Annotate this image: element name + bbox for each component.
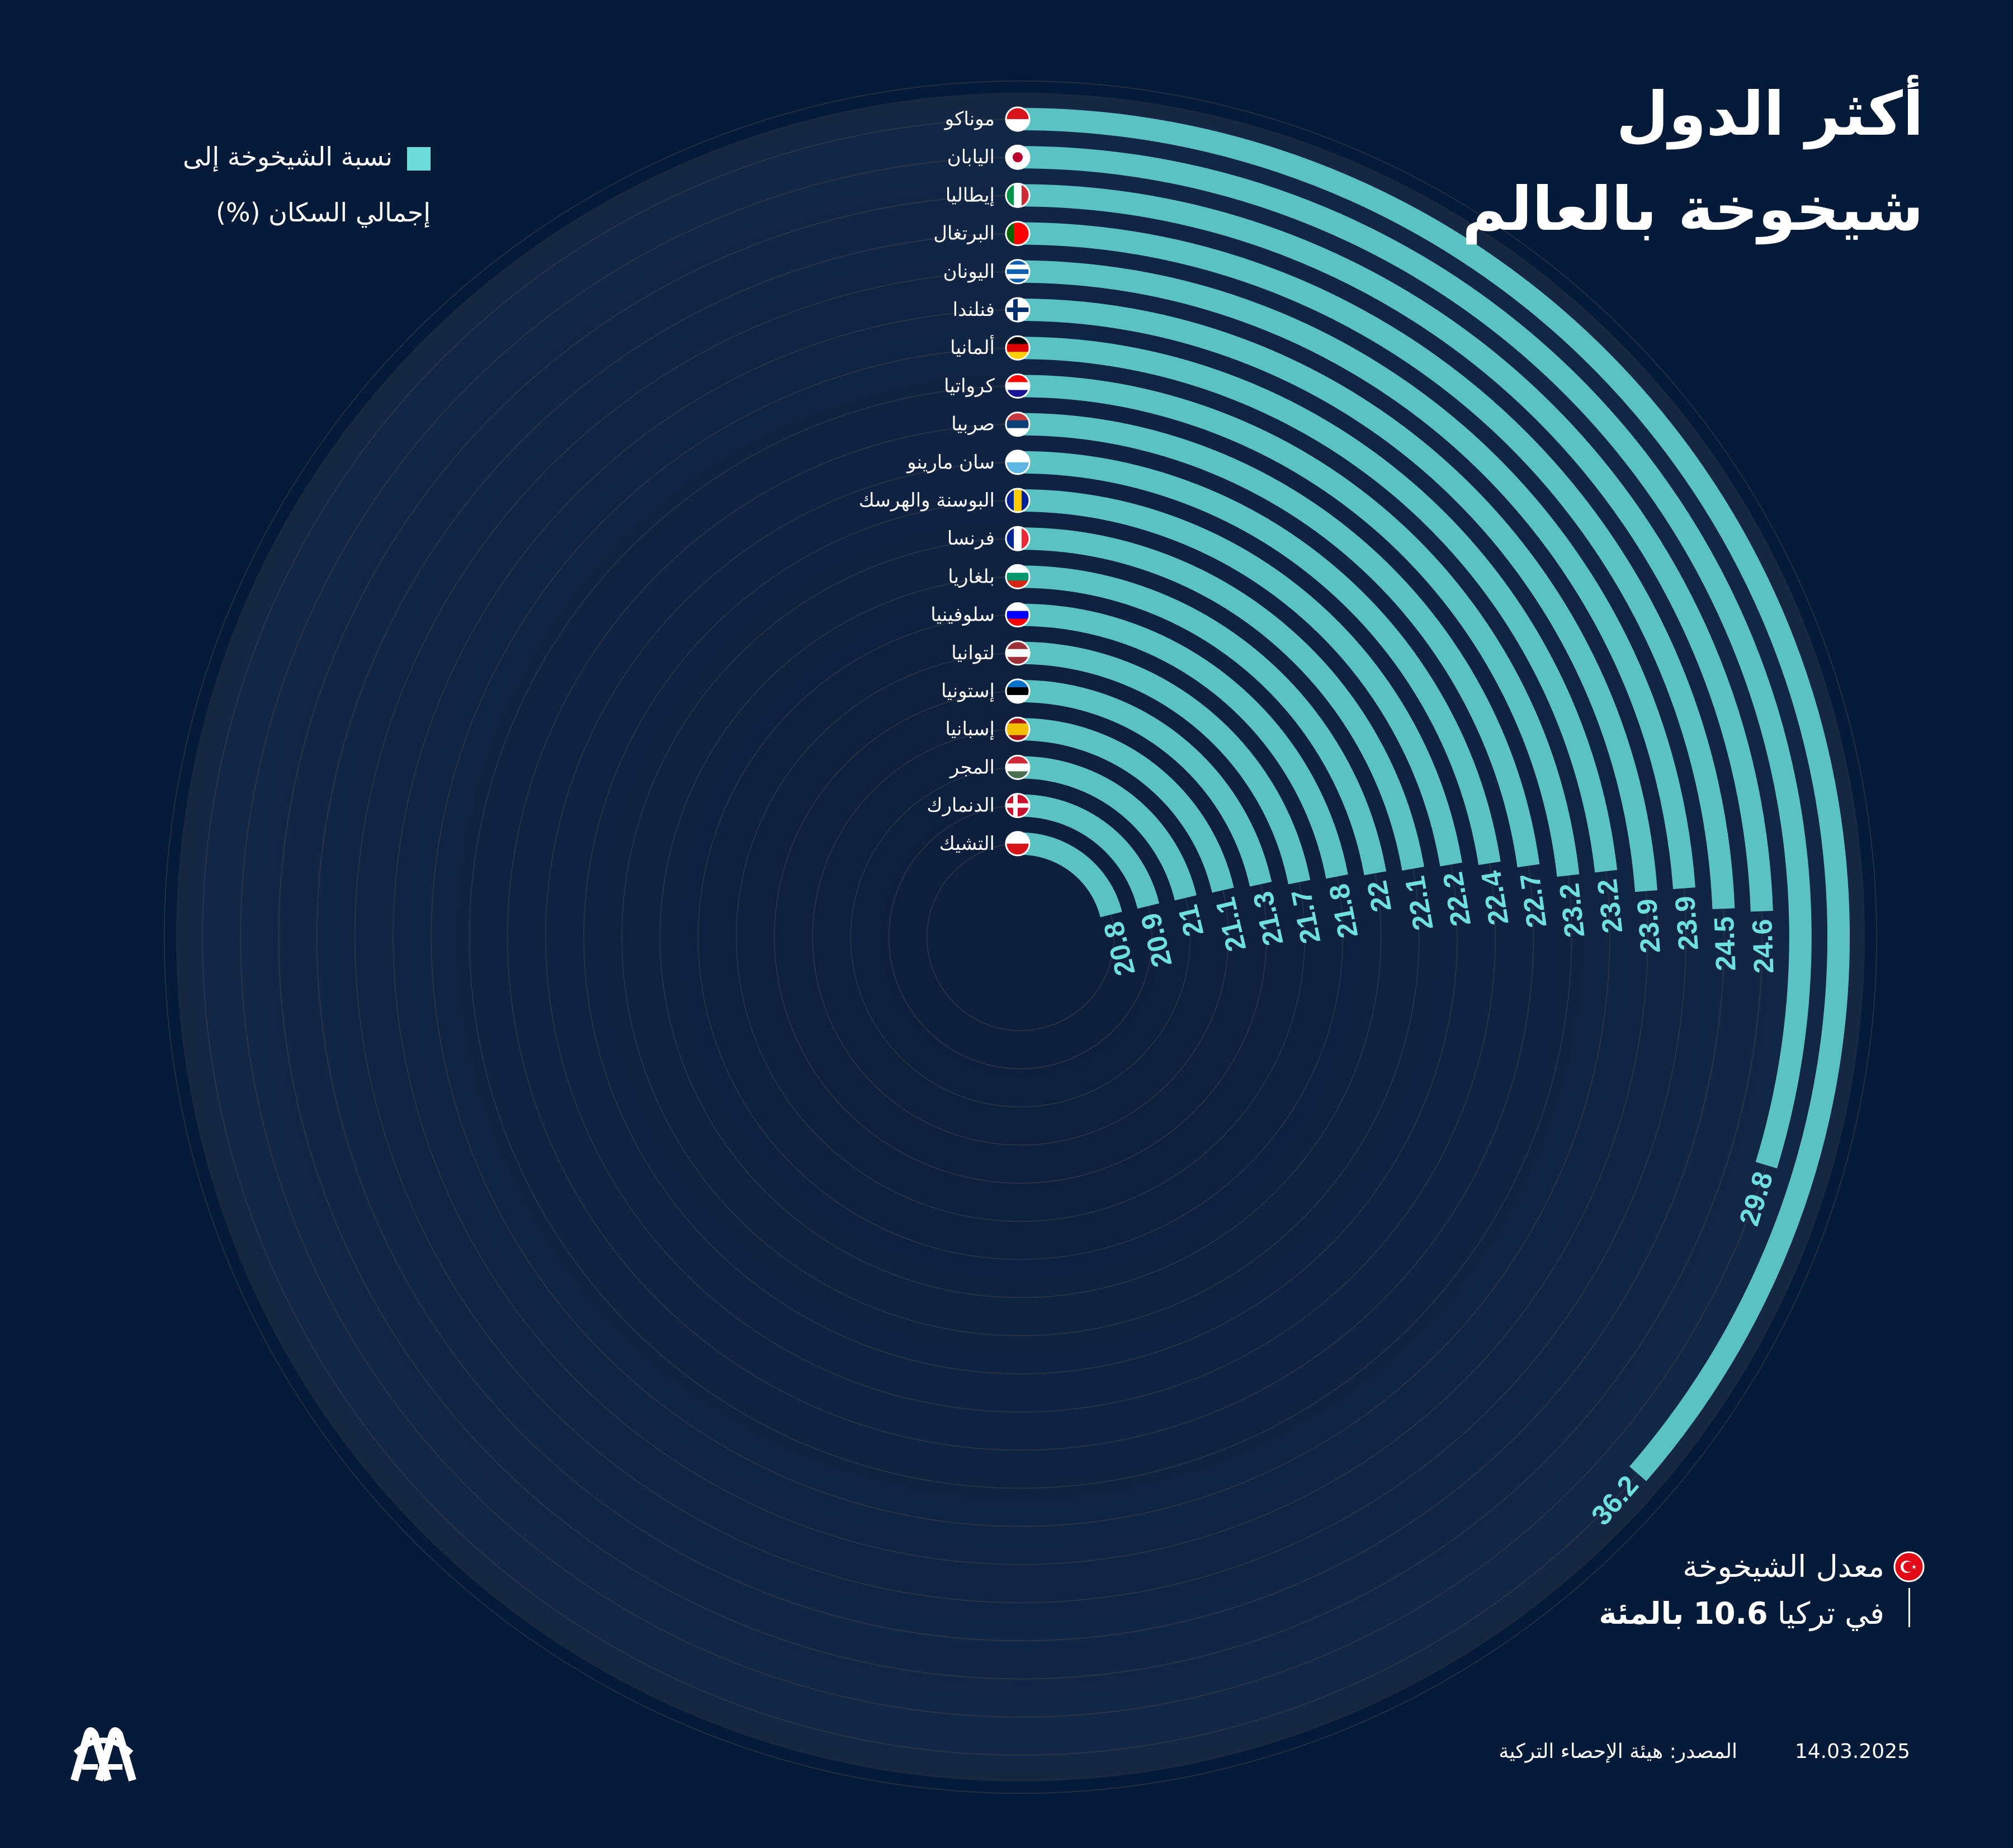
turkey-note-suffix: بالمئة [1599,1596,1684,1631]
flag-icon [1005,564,1031,589]
country-name: إيطاليا [946,184,995,206]
flag-icon [1005,793,1031,819]
flag-icon [1005,602,1031,628]
aa-logo [70,1727,136,1781]
bar-7 [1020,375,1580,877]
bar-19 [1020,832,1122,918]
flag-icon [1005,297,1031,323]
bar-17 [1020,756,1197,901]
country-name: بلغاريا [948,565,995,588]
country-name: لتوانيا [951,642,995,664]
flag-icon [1005,259,1031,285]
bar-3 [1020,222,1735,909]
value-label: 24.5 [1708,916,1742,972]
turkey-note-line-2: في تركيا 10.6 بالمئة [1599,1590,1884,1637]
value-label: 23.2 [1553,882,1591,939]
flag-icon [1005,754,1031,780]
country-name: كرواتيا [944,375,995,397]
flag-icon [1005,106,1031,132]
title-line-2: شيخوخة بالعالم [1462,174,1924,244]
country-name: الدنمارك [927,795,995,817]
source-note: المصدر: هيئة الإحصاء التركية [1499,1740,1737,1763]
country-name: اليونان [943,261,995,283]
country-name: فرنسا [947,527,995,550]
turkey-note-value: 10.6 [1693,1596,1768,1631]
page-title: أكثر الدول شيخوخة بالعالم [1462,67,1924,257]
turkey-note-divider [1908,1588,1910,1627]
date: 14.03.2025 [1794,1740,1910,1763]
value-label: 22.7 [1514,871,1553,929]
bar-5 [1020,299,1657,892]
flag-icon [1005,335,1031,361]
turkey-note: معدل الشيخوخة في تركيا 10.6 بالمئة [1599,1543,1884,1637]
title-line-1: أكثر الدول [1616,79,1924,149]
country-name: صربيا [951,413,995,436]
country-name: المجر [949,756,995,778]
country-name: موناكو [944,108,995,130]
value-label: 23.9 [1631,898,1666,954]
flag-icon [1005,221,1031,247]
flag-icon [1005,831,1031,857]
country-name: ألمانيا [950,335,995,359]
flag-icon [1005,373,1031,399]
legend-label-line-2: إجمالي السكان (%) [215,197,431,228]
country-name: البوسنة والهرسك [859,489,995,512]
bar-1 [1020,146,1812,1169]
flag-icon [1005,450,1031,475]
flag-icon [1005,640,1031,666]
gridline-circle [163,80,1878,1794]
flag-icon [1005,182,1031,208]
turkey-note-line-1: معدل الشيخوخة [1683,1549,1884,1584]
flag-icon [1005,144,1031,170]
legend: نسبة الشيخوخة إلى إجمالي السكان (%) [183,129,431,240]
bar-16 [1020,718,1234,893]
flag-icon [1005,716,1031,742]
bar-15 [1020,680,1272,887]
country-name: إسبانيا [945,718,995,740]
bar-11 [1020,527,1424,871]
country-name: اليابان [947,146,995,168]
flag-icon [1005,526,1031,551]
bar-10 [1020,489,1462,867]
country-name: فنلندا [953,299,995,321]
bar-13 [1020,603,1348,879]
bar-4 [1020,260,1695,890]
bars [1020,108,1850,1481]
bar-2 [1020,184,1773,912]
country-name: البرتغال [933,223,995,245]
bar-14 [1020,641,1311,885]
turkey-note-prefix: في تركيا [1777,1596,1884,1631]
value-label: 23.2 [1591,877,1629,935]
bar-8 [1020,413,1540,868]
value-label: 22 [1361,878,1397,915]
legend-swatch [407,146,431,171]
flag-icon [1005,678,1031,704]
country-name: سلوفينيا [930,604,995,626]
turkey-flag-icon [1893,1551,1925,1582]
country-name: سان مارينو [906,451,995,474]
bar-12 [1020,565,1387,876]
country-name: التشيك [939,833,995,855]
bar-9 [1020,451,1501,866]
value-label: 24.6 [1746,919,1779,974]
flags [1005,106,1031,857]
value-label: 21 [1172,902,1209,939]
country-name: إستونيا [941,680,995,702]
bar-0 [1020,108,1850,1481]
flag-icon [1005,488,1031,513]
legend-label-line-1: نسبة الشيخوخة إلى [182,141,393,172]
bar-18 [1020,794,1160,909]
flag-icon [1005,412,1031,437]
value-label: 23.9 [1669,895,1704,952]
country-names: موناكو اليابان إيطاليا البرتغال اليونان فنلند… [859,108,995,855]
bar-6 [1020,337,1618,873]
